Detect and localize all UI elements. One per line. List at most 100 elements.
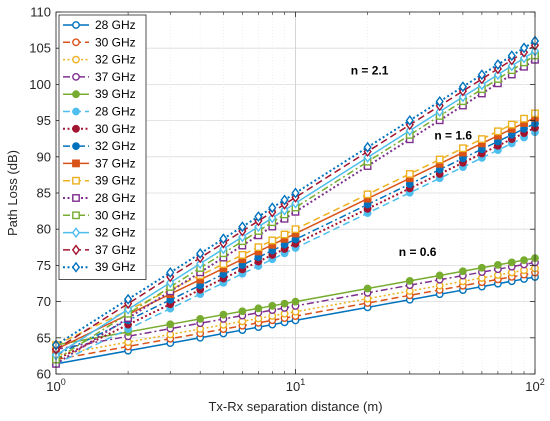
y-tick-label: 80 bbox=[37, 222, 51, 237]
data-point bbox=[268, 236, 277, 245]
legend-entry: 28 GHz bbox=[63, 191, 136, 205]
legend-label: 37 GHz bbox=[95, 70, 136, 84]
data-point bbox=[507, 60, 516, 72]
legend-entry: 30 GHz bbox=[63, 208, 136, 222]
data-point bbox=[494, 260, 502, 269]
data-point bbox=[520, 256, 528, 265]
data-point bbox=[494, 127, 502, 136]
data-point bbox=[435, 271, 444, 280]
legend-label: 30 GHz bbox=[95, 208, 136, 222]
y-tick-label: 90 bbox=[37, 149, 51, 164]
legend-entry: 28 GHz bbox=[63, 18, 136, 32]
series-15 bbox=[51, 35, 540, 351]
legend-label: 28 GHz bbox=[95, 105, 136, 119]
x-axis-label: Tx-Rx separation distance (m) bbox=[208, 399, 382, 414]
data-point bbox=[280, 230, 289, 239]
data-point bbox=[254, 221, 263, 233]
x-tick-label: 100 bbox=[46, 377, 65, 394]
data-point bbox=[238, 231, 247, 243]
data-point bbox=[477, 135, 486, 143]
data-point bbox=[166, 320, 175, 329]
data-point bbox=[280, 299, 289, 308]
data-point bbox=[477, 79, 486, 91]
data-point bbox=[291, 297, 300, 306]
data-point bbox=[254, 243, 263, 252]
axis-ticks: 60 65 70 75 80 85 90 95 100 105 110 100 101 102 bbox=[29, 5, 544, 395]
legend-entry: 39 GHz bbox=[63, 87, 136, 101]
data-point bbox=[363, 151, 372, 163]
legend-label: 37 GHz bbox=[95, 156, 136, 170]
slope-annotation: n = 1.6 bbox=[434, 128, 472, 142]
data-point bbox=[459, 144, 467, 153]
data-point bbox=[219, 310, 228, 319]
legend-entry: 32 GHz bbox=[63, 53, 136, 67]
legend-marker bbox=[72, 55, 80, 64]
data-point bbox=[405, 114, 414, 126]
legend-entry: 39 GHz bbox=[63, 174, 136, 188]
data-point bbox=[435, 95, 444, 107]
slope-annotation: n = 2.1 bbox=[351, 63, 389, 77]
data-point bbox=[507, 50, 516, 62]
series-group bbox=[51, 35, 540, 368]
y-tick-label: 105 bbox=[29, 41, 51, 56]
legend: 28 GHz 30 GHz 32 GHz 37 GHz 39 GHz 28 GHz 30 G… bbox=[58, 14, 147, 280]
legend-entry: 32 GHz bbox=[63, 139, 136, 153]
y-tick-label: 65 bbox=[37, 330, 51, 345]
series-13 bbox=[51, 45, 540, 361]
y-tick-label: 85 bbox=[37, 186, 51, 201]
y-tick-label: 75 bbox=[37, 258, 51, 273]
data-point bbox=[405, 125, 414, 137]
data-point bbox=[268, 301, 277, 310]
data-point bbox=[405, 276, 414, 285]
x-tick-label: 101 bbox=[286, 377, 305, 394]
legend-marker bbox=[71, 227, 81, 239]
data-point bbox=[405, 170, 414, 178]
legend-label: 37 GHz bbox=[95, 243, 136, 257]
data-point bbox=[238, 221, 247, 233]
legend-label: 30 GHz bbox=[95, 122, 136, 136]
data-point bbox=[363, 190, 372, 199]
legend-label: 39 GHz bbox=[95, 87, 136, 101]
data-point bbox=[268, 212, 277, 224]
legend-label: 39 GHz bbox=[95, 174, 136, 188]
y-tick-label: 95 bbox=[37, 113, 51, 128]
data-point bbox=[477, 263, 486, 272]
y-tick-label: 60 bbox=[37, 367, 51, 382]
series-5 bbox=[52, 254, 539, 349]
data-point bbox=[219, 260, 228, 268]
legend-marker bbox=[72, 176, 80, 185]
data-point bbox=[435, 155, 444, 164]
data-point bbox=[238, 307, 247, 316]
data-point bbox=[219, 233, 228, 245]
data-point bbox=[493, 59, 503, 70]
legend-marker bbox=[72, 107, 80, 116]
data-point bbox=[166, 277, 175, 289]
legend-entry: 32 GHz bbox=[63, 226, 136, 240]
data-point bbox=[280, 204, 289, 216]
legend-label: 39 GHz bbox=[95, 260, 136, 274]
legend-entry: 28 GHz bbox=[63, 105, 136, 119]
data-point bbox=[435, 106, 444, 118]
legend-marker bbox=[72, 73, 80, 81]
legend-entry: 37 GHz bbox=[63, 243, 136, 257]
legend-marker bbox=[72, 142, 80, 151]
data-point bbox=[291, 197, 300, 209]
y-tick-label: 70 bbox=[37, 294, 51, 309]
legend-marker bbox=[72, 159, 80, 168]
legend-label: 32 GHz bbox=[95, 226, 136, 240]
data-point bbox=[166, 267, 175, 278]
legend-label: 32 GHz bbox=[95, 53, 136, 67]
data-point bbox=[520, 114, 528, 123]
legend-marker bbox=[72, 194, 80, 202]
legend-label: 32 GHz bbox=[95, 139, 136, 153]
x-tick-label: 102 bbox=[525, 377, 544, 394]
legend-marker bbox=[72, 38, 80, 47]
data-point bbox=[254, 211, 263, 223]
data-point bbox=[519, 42, 529, 54]
data-point bbox=[196, 314, 205, 323]
data-point bbox=[123, 293, 133, 305]
data-point bbox=[477, 69, 486, 81]
data-point bbox=[507, 258, 516, 267]
slope-annotation: n = 0.6 bbox=[399, 245, 437, 259]
data-point bbox=[458, 91, 468, 103]
